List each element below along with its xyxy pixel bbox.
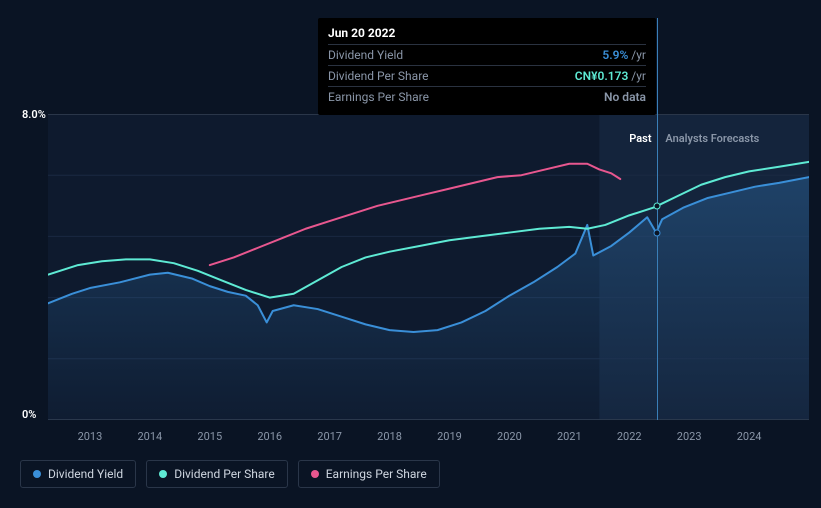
tooltip-row-value: CN¥0.173 /yr (575, 69, 646, 83)
cursor-dot (654, 229, 661, 236)
chart-tooltip: Jun 20 2022 Dividend Yield5.9% /yrDivide… (318, 18, 656, 115)
legend-label: Earnings Per Share (326, 467, 427, 481)
legend-item[interactable]: Dividend Yield (20, 460, 136, 488)
x-axis-tick: 2020 (497, 430, 522, 443)
tooltip-row-label: Dividend Yield (328, 48, 403, 62)
dividend-chart: 8.0% 0% Past Analysts Forecasts Jun 20 2… (0, 0, 821, 508)
legend-dot-icon (159, 470, 167, 478)
legend-label: Dividend Per Share (174, 467, 275, 481)
forecast-band-label: Analysts Forecasts (665, 132, 759, 145)
legend-label: Dividend Yield (48, 467, 123, 481)
tooltip-row-value: No data (604, 90, 646, 104)
legend-dot-icon (33, 470, 41, 478)
cursor-dot (654, 202, 661, 209)
x-axis-tick: 2018 (377, 430, 402, 443)
tooltip-date: Jun 20 2022 (328, 26, 646, 44)
tooltip-row: Dividend Yield 5.9% /yr (328, 44, 646, 65)
tooltip-row-label: Dividend Per Share (328, 69, 429, 83)
x-axis-tick: 2013 (78, 430, 103, 443)
legend-item[interactable]: Earnings Per Share (298, 460, 440, 488)
x-axis-tick: 2015 (197, 430, 222, 443)
legend-item[interactable]: Dividend Per Share (146, 460, 288, 488)
tooltip-row: Earnings Per Share No data (328, 86, 646, 107)
past-band-label: Past (629, 132, 651, 145)
x-axis-tick: 2017 (317, 430, 342, 443)
cursor-line (657, 18, 658, 420)
x-axis-tick: 2019 (437, 430, 462, 443)
chart-plot-area[interactable] (48, 114, 809, 420)
x-axis-tick: 2016 (257, 430, 282, 443)
tooltip-row-value: 5.9% /yr (602, 48, 646, 62)
x-axis-tick: 2014 (137, 430, 162, 443)
x-axis-tick: 2021 (557, 430, 582, 443)
legend-dot-icon (311, 470, 319, 478)
y-axis-min-label: 0% (22, 408, 36, 421)
tooltip-row-label: Earnings Per Share (328, 90, 429, 104)
x-axis-tick: 2022 (617, 430, 642, 443)
x-axis-tick: 2023 (677, 430, 702, 443)
tooltip-row: Dividend Per Share CN¥0.173 /yr (328, 65, 646, 86)
chart-legend: Dividend Yield Dividend Per Share Earnings… (20, 460, 440, 488)
x-axis-tick: 2024 (737, 430, 762, 443)
y-axis-max-label: 8.0% (22, 108, 46, 121)
